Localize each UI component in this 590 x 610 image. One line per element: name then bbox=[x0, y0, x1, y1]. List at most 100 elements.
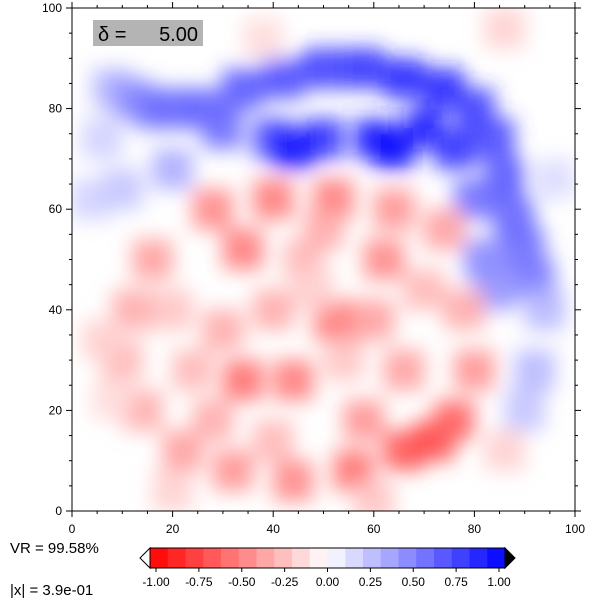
heatmap-cell bbox=[222, 68, 264, 109]
heatmap-cell bbox=[444, 289, 485, 330]
heatmap-cell bbox=[212, 450, 254, 491]
colorbar-tick-label: -0.50 bbox=[228, 575, 256, 589]
colorbar-segment bbox=[398, 548, 417, 568]
heatmap-cell bbox=[273, 460, 314, 501]
heatmap-cell bbox=[303, 209, 344, 250]
colorbar-tick-label: -0.25 bbox=[271, 575, 299, 589]
heatmap-cell bbox=[192, 400, 233, 441]
heatmap-cell bbox=[343, 48, 384, 89]
heatmap-cell bbox=[353, 299, 394, 340]
heatmap-cell bbox=[152, 470, 193, 511]
heatmap-cell bbox=[72, 179, 113, 220]
colorbar-segment bbox=[150, 548, 169, 568]
colorbar-segment bbox=[274, 548, 293, 568]
heatmap-cell bbox=[434, 400, 475, 441]
colorbar-tick-label: -1.00 bbox=[142, 575, 170, 589]
heatmap-cell bbox=[92, 380, 133, 421]
plot-frame bbox=[71, 7, 576, 512]
colorbar-segment bbox=[469, 548, 488, 568]
y-tick-label: 20 bbox=[49, 403, 63, 417]
colorbar-tick-label: 0.00 bbox=[316, 575, 340, 589]
heatmap-cell bbox=[524, 289, 565, 330]
heatmap-cell bbox=[353, 480, 394, 511]
colorbar-segment bbox=[203, 548, 222, 568]
heatmap-cell bbox=[434, 128, 475, 169]
heatmap-cell bbox=[424, 209, 465, 250]
x-tick-label: 80 bbox=[468, 522, 482, 536]
colorbar-segment bbox=[327, 548, 346, 568]
colorbar-tick-label: 0.75 bbox=[444, 575, 468, 589]
heatmap-cell bbox=[152, 289, 193, 330]
heatmap-cell bbox=[222, 360, 264, 401]
heatmap-cell bbox=[383, 58, 425, 99]
heatmap-cell bbox=[132, 239, 173, 280]
colorbar-high-triangle bbox=[504, 546, 516, 570]
heatmap-cell bbox=[504, 390, 545, 431]
heatmap-cell bbox=[202, 309, 244, 351]
colorbar: -1.00 -0.75 -0.50 -0.25 0.00 0.25 0.50 0.75 1.00 bbox=[139, 546, 516, 589]
heatmap-cell bbox=[202, 108, 244, 149]
x-tick-label: 100 bbox=[565, 522, 585, 536]
y-tick-label: 80 bbox=[49, 102, 63, 116]
heatmap-cell bbox=[222, 229, 264, 270]
heatmap-cell bbox=[484, 8, 525, 49]
heatmap-cell bbox=[383, 350, 425, 391]
heatmap-cell bbox=[373, 128, 415, 169]
heatmap-cell bbox=[253, 179, 294, 220]
heatmap-cell bbox=[152, 148, 193, 190]
heatmap-cell bbox=[454, 350, 495, 391]
colorbar-segment bbox=[434, 548, 453, 568]
heatmap-cell bbox=[373, 189, 415, 230]
heatmap-cell bbox=[474, 118, 515, 159]
heatmap-cell bbox=[293, 269, 334, 310]
heatmap-cell bbox=[534, 158, 575, 200]
heatmap-cell bbox=[82, 118, 123, 159]
colorbar-segment bbox=[185, 548, 204, 568]
x-tick-label: 20 bbox=[166, 522, 180, 536]
heatmap-cell bbox=[303, 48, 344, 89]
y-tick-label: 60 bbox=[49, 202, 63, 216]
delta-value: 5.00 bbox=[159, 24, 198, 46]
colorbar-segment bbox=[256, 548, 275, 568]
y-tick-label: 40 bbox=[49, 303, 63, 317]
heatmap-cells bbox=[72, 8, 575, 511]
colorbar-segment bbox=[416, 548, 435, 568]
heatmap-cell bbox=[253, 289, 294, 330]
x-tick-label: 60 bbox=[367, 522, 381, 536]
heatmap-cell bbox=[263, 58, 304, 99]
norm-text: |x| = 3.9e-01 bbox=[10, 582, 94, 599]
colorbar-tick-label: -0.75 bbox=[185, 575, 213, 589]
heatmap-cell bbox=[363, 239, 404, 280]
colorbar-segment bbox=[451, 548, 470, 568]
y-tick-label: 100 bbox=[42, 1, 62, 15]
colorbar-low-triangle bbox=[139, 546, 151, 570]
heatmap-cell bbox=[403, 269, 445, 310]
heatmap-cell bbox=[253, 420, 294, 461]
colorbar-segment bbox=[292, 548, 311, 568]
delta-annotation-box bbox=[93, 20, 203, 46]
heatmap-cell bbox=[192, 189, 233, 230]
colorbar-tick-label: 0.50 bbox=[402, 575, 426, 589]
colorbar-segment bbox=[167, 548, 186, 568]
heatmap-cell bbox=[82, 319, 123, 361]
heatmap-cell bbox=[514, 350, 555, 391]
heatmap-cell bbox=[323, 339, 364, 381]
heatmap-cell bbox=[172, 350, 213, 391]
heatmap-cell bbox=[273, 360, 314, 401]
colorbar-tick-label: 1.00 bbox=[487, 575, 511, 589]
colorbar-segment bbox=[238, 548, 257, 568]
colorbar-segment bbox=[345, 548, 364, 568]
variance-reduction-text: VR = 99.58% bbox=[10, 540, 99, 557]
colorbar-segment bbox=[221, 548, 240, 568]
heatmap-cell bbox=[273, 128, 314, 169]
y-tick-label: 0 bbox=[55, 504, 62, 518]
x-tick-label: 40 bbox=[267, 522, 281, 536]
heatmap-cell bbox=[243, 18, 284, 59]
x-tick-label: 0 bbox=[69, 522, 76, 536]
colorbar-tick-label: 0.25 bbox=[359, 575, 383, 589]
delta-annotation: δ = 5.00 bbox=[93, 20, 203, 46]
colorbar-segment bbox=[487, 548, 506, 568]
colorbar-segment bbox=[309, 548, 328, 568]
heatmap-cell bbox=[343, 400, 384, 441]
